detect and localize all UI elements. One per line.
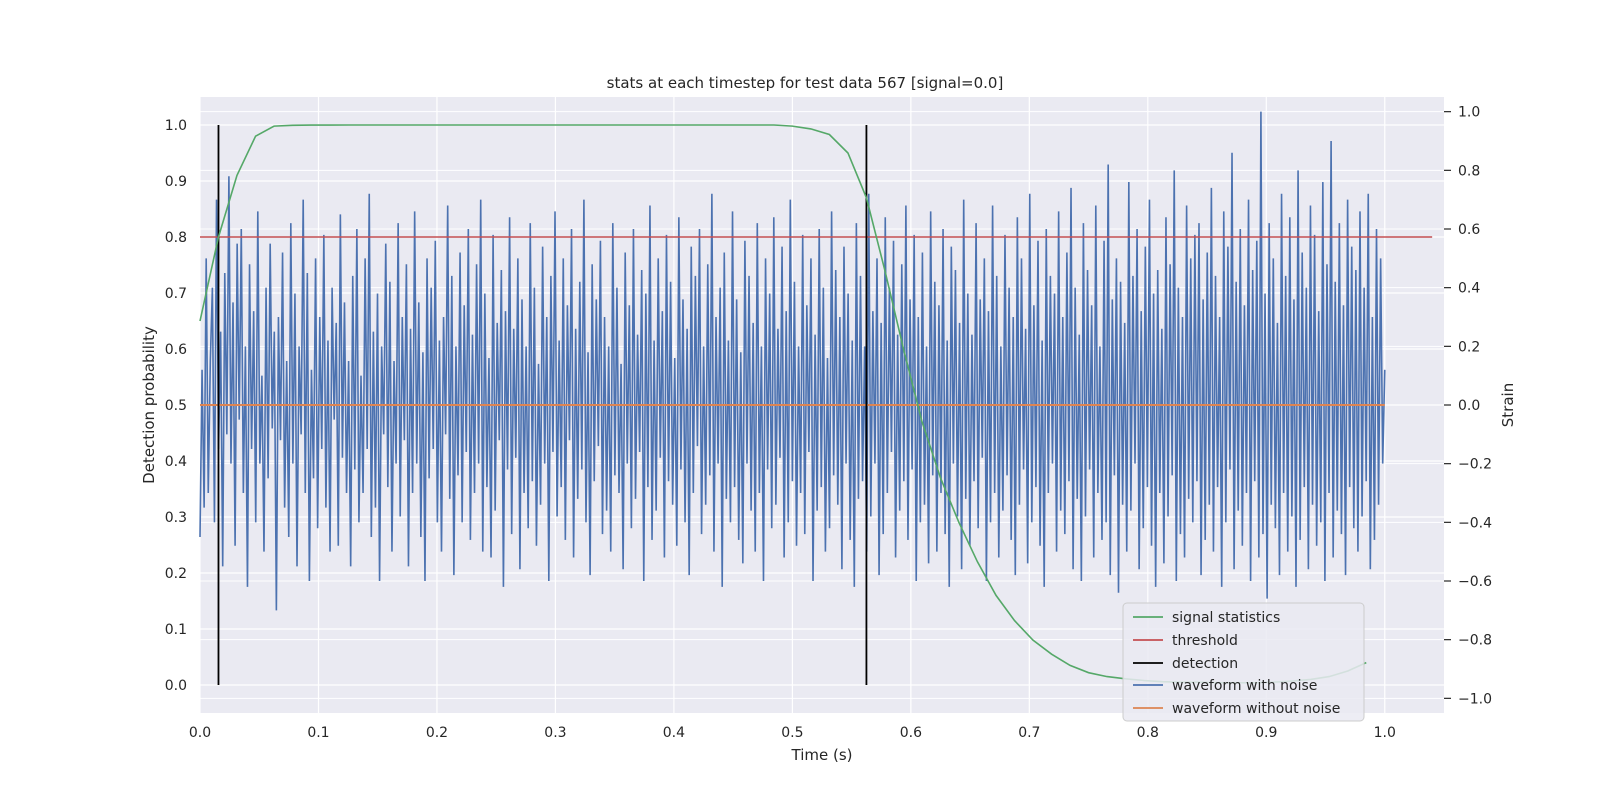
y-tick-label: 0.0: [165, 678, 187, 694]
y-tick-label: 1.0: [165, 118, 187, 134]
y-axis-label: Detection probability: [140, 326, 158, 484]
x-tick-label: 0.5: [781, 725, 803, 741]
series-line-waveform-with-noise: [199, 111, 1386, 611]
x-tick-label: 0.2: [426, 725, 448, 741]
right-y-tick-label: −1.0: [1458, 691, 1492, 707]
right-y-tick-label: 0.4: [1458, 281, 1480, 297]
y-tick-label: 0.9: [165, 174, 187, 190]
legend-label-threshold: threshold: [1172, 633, 1238, 649]
y-tick-label: 0.5: [165, 398, 187, 414]
series-layer: [199, 111, 1433, 685]
x-tick-label: 0.9: [1255, 725, 1277, 741]
right-y-tick-label: 0.8: [1458, 163, 1480, 179]
right-y-tick-label: 0.0: [1458, 398, 1480, 414]
x-axis-label: Time (s): [791, 746, 853, 764]
x-tick-label: 0.3: [544, 725, 566, 741]
legend-label-detection: detection: [1172, 656, 1238, 672]
legend-label-signal-statistics: signal statistics: [1172, 610, 1280, 626]
right-y-tick-label: 1.0: [1458, 105, 1480, 121]
right-y-tick-label: −0.8: [1458, 633, 1492, 649]
right-y-tick-label: 0.6: [1458, 222, 1480, 238]
y-tick-label: 0.4: [165, 454, 187, 470]
y-tick-label: 0.1: [165, 622, 187, 638]
right-y-tick-label: −0.6: [1458, 574, 1492, 590]
axes: 0.0 0.1 0.2 0.3 0.4 0.5 0.6 0.7 0.8 0.9 1.0 0.0 0.1 0…: [165, 105, 1492, 741]
x-tick-label: 0.1: [307, 725, 329, 741]
legend-box: [1122, 602, 1365, 722]
x-tick-label: 0.6: [900, 725, 922, 741]
legend-label-waveform-with-noise: waveform with noise: [1172, 678, 1317, 694]
y-tick-label: 0.3: [165, 510, 187, 526]
right-y-tick-label: 0.2: [1458, 339, 1480, 355]
x-tick-label: 1.0: [1374, 725, 1396, 741]
chart-title: stats at each timestep for test data 567…: [607, 74, 1004, 92]
legend: signal statistics threshold detection wa…: [1122, 602, 1365, 722]
y-tick-label: 0.2: [165, 566, 187, 582]
right-y-axis-label: Strain: [1499, 383, 1517, 427]
legend-label-waveform-without-noise: waveform without noise: [1172, 701, 1340, 717]
right-y-tick-label: −0.2: [1458, 457, 1492, 473]
x-tick-label: 0.4: [663, 725, 685, 741]
x-tick-label: 0.8: [1137, 725, 1159, 741]
y-tick-label: 0.6: [165, 342, 187, 358]
x-tick-label: 0.7: [1018, 725, 1040, 741]
y-tick-label: 0.8: [165, 230, 187, 246]
x-tick-label: 0.0: [189, 725, 211, 741]
y-tick-label: 0.7: [165, 286, 187, 302]
right-y-tick-label: −0.4: [1458, 515, 1492, 531]
